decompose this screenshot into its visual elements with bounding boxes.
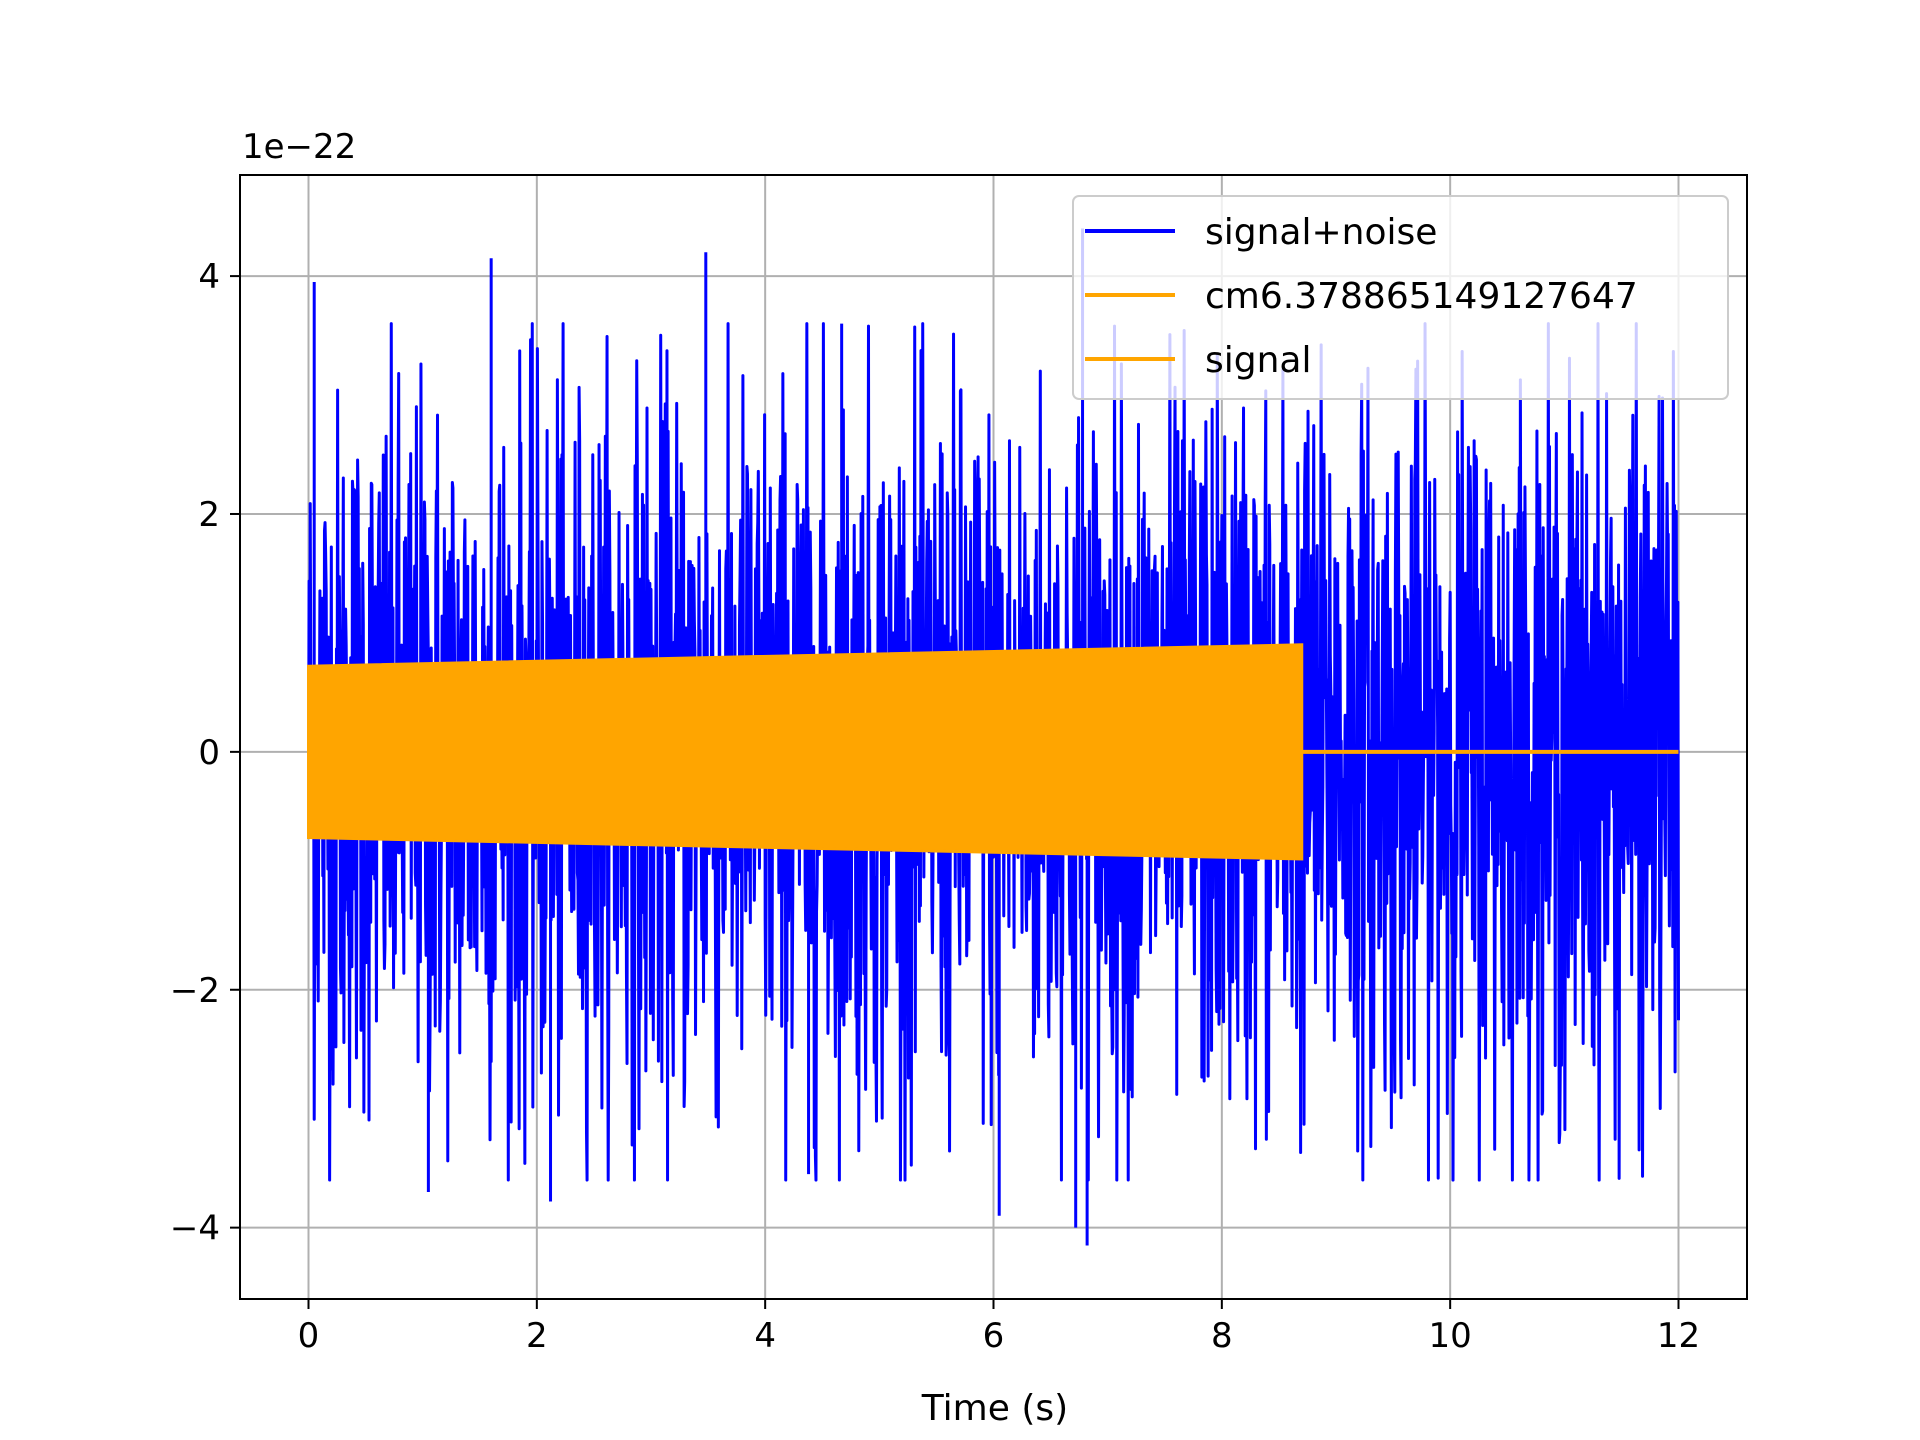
y-tick-label: 0: [198, 733, 220, 773]
series-signal-noise-line: [307, 228, 1680, 1246]
x-tick-label: 8: [1211, 1316, 1233, 1356]
y-axis: −4 −2 0 2 4: [170, 257, 240, 1249]
series-layer: [307, 228, 1680, 1246]
x-tick-label: 4: [754, 1316, 776, 1356]
y-tick-label: 4: [198, 257, 220, 297]
legend: signal+noise cm6.378865149127647 signal: [1072, 195, 1729, 400]
x-tick-label: 10: [1429, 1316, 1472, 1356]
series-signal-oscillation: [307, 643, 1304, 861]
x-tick-label: 0: [298, 1316, 320, 1356]
x-tick-label: 6: [983, 1316, 1005, 1356]
x-axis-label: Time (s): [921, 1388, 1068, 1429]
legend-label-cm: cm6.378865149127647: [1205, 276, 1638, 317]
y-tick-label: −2: [170, 971, 220, 1011]
y-tick-label: 2: [198, 495, 220, 535]
x-tick-label: 2: [526, 1316, 548, 1356]
y-offset-text: 1e−22: [242, 127, 356, 167]
y-tick-label: −4: [170, 1209, 220, 1249]
legend-box: [1072, 195, 1729, 400]
x-tick-label: 12: [1657, 1316, 1700, 1356]
legend-label-signal-noise: signal+noise: [1205, 212, 1437, 253]
legend-label-signal: signal: [1205, 340, 1312, 381]
x-axis: 0 2 4 6 8 10 12: [298, 1299, 1700, 1356]
plot-area: [307, 228, 1680, 1246]
